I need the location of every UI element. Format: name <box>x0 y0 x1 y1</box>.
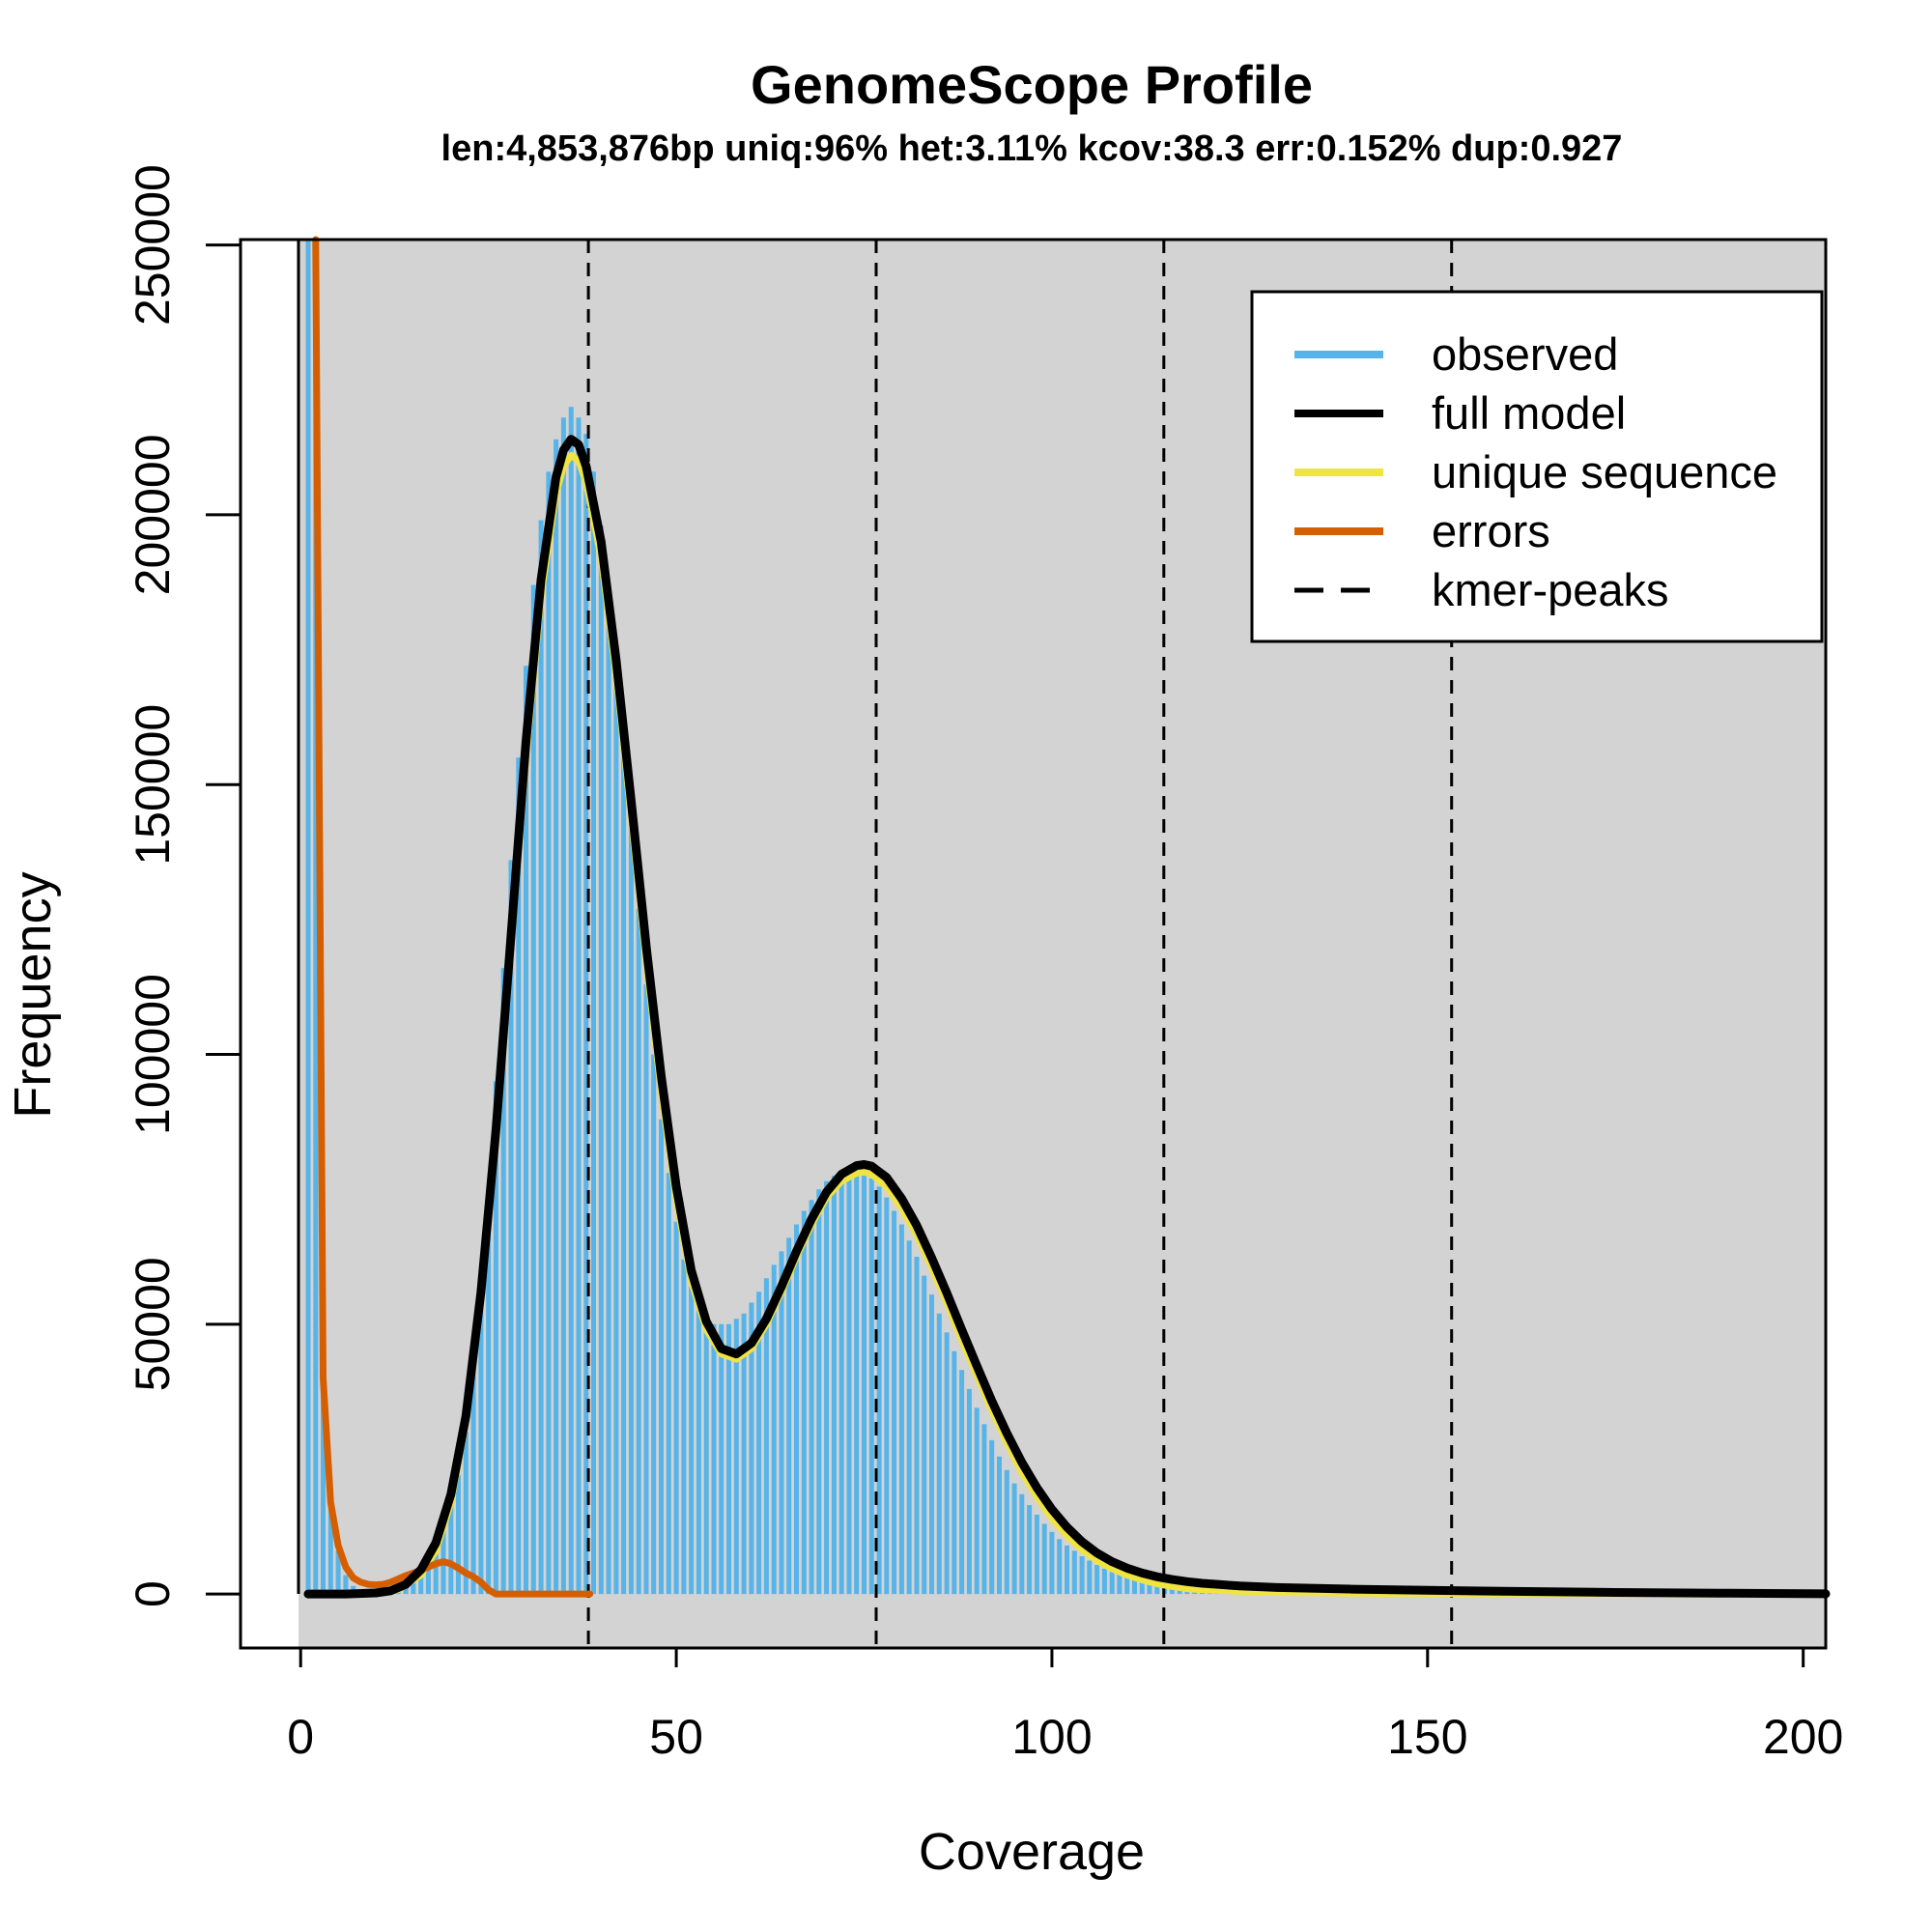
legend: observed full model unique sequence errors k… <box>1250 290 1824 643</box>
legend-label: errors <box>1432 505 1550 556</box>
legend-box <box>1250 290 1824 643</box>
y-tick-label: 100000 <box>126 974 180 1135</box>
legend-label: unique sequence <box>1432 446 1777 497</box>
legend-label: kmer-peaks <box>1432 564 1669 615</box>
full-model-line <box>303 435 1831 1599</box>
y-tick-label: 50000 <box>126 1257 180 1391</box>
x-tick-label: 50 <box>649 1710 703 1764</box>
x-tick-label: 0 <box>287 1710 314 1764</box>
y-tick-label: 250000 <box>126 164 180 326</box>
y-axis-title: Frequency <box>4 871 62 1118</box>
model-lines <box>303 236 1831 1599</box>
legend-label: observed <box>1432 328 1618 380</box>
x-tick-label: 100 <box>1011 1710 1092 1764</box>
x-tick-label: 200 <box>1763 1710 1843 1764</box>
y-tick-label: 200000 <box>126 434 180 595</box>
chart-subtitle: len:4,853,876bp uniq:96% het:3.11% kcov:… <box>441 128 1623 169</box>
errors-line <box>312 236 594 1598</box>
left-margin-white <box>241 240 298 1648</box>
x-axis: 0 50 100 150 200 <box>287 1646 1843 1764</box>
y-tick-label: 0 <box>126 1580 180 1607</box>
y-axis: 0 50000 100000 150000 200000 250000 <box>126 164 241 1607</box>
x-axis-title: Coverage <box>919 1823 1145 1881</box>
legend-label: full model <box>1432 387 1626 439</box>
chart-title: GenomeScope Profile <box>751 54 1313 115</box>
y-tick-label: 150000 <box>126 704 180 866</box>
legend-items: observed full model unique sequence errors k… <box>1294 328 1777 615</box>
x-tick-label: 150 <box>1387 1710 1467 1764</box>
